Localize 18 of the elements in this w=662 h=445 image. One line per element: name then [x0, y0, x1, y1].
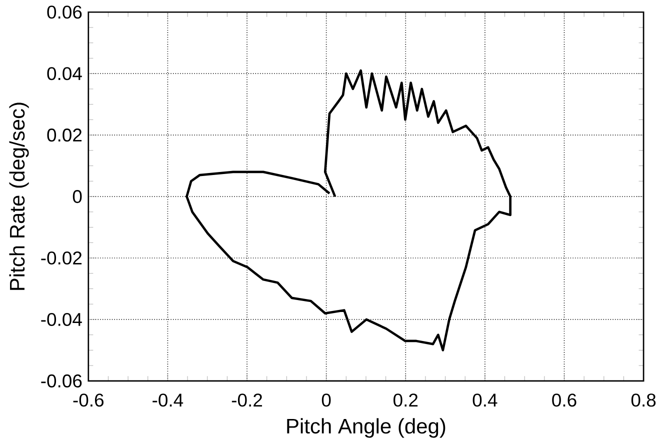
y-tick-label: -0.04 [41, 312, 82, 326]
line-series [186, 69, 512, 352]
y-tick-label: -0.06 [41, 374, 82, 388]
x-tick-label: 0.6 [552, 393, 576, 406]
y-tick-label: -0.02 [41, 251, 82, 264]
x-tick-label: 0.2 [394, 393, 418, 406]
y-axis-title: Pitch Rate (deg/sec) [9, 102, 29, 290]
x-tick-label: 0.8 [631, 393, 656, 406]
y-tick-label: 0 [72, 190, 82, 203]
x-tick-label: 0 [322, 393, 331, 406]
y-tick-label: 0.04 [47, 66, 82, 80]
y-tick-label: 0.06 [47, 5, 82, 18]
y-tick-label: 0.02 [47, 128, 82, 142]
x-axis-title: Pitch Angle (deg) [287, 418, 446, 438]
x-tick-label: -0.4 [152, 393, 184, 406]
x-tick-label: -0.6 [73, 393, 104, 406]
x-tick-label: 0.4 [472, 393, 498, 406]
x-tick-label: -0.2 [232, 393, 262, 406]
